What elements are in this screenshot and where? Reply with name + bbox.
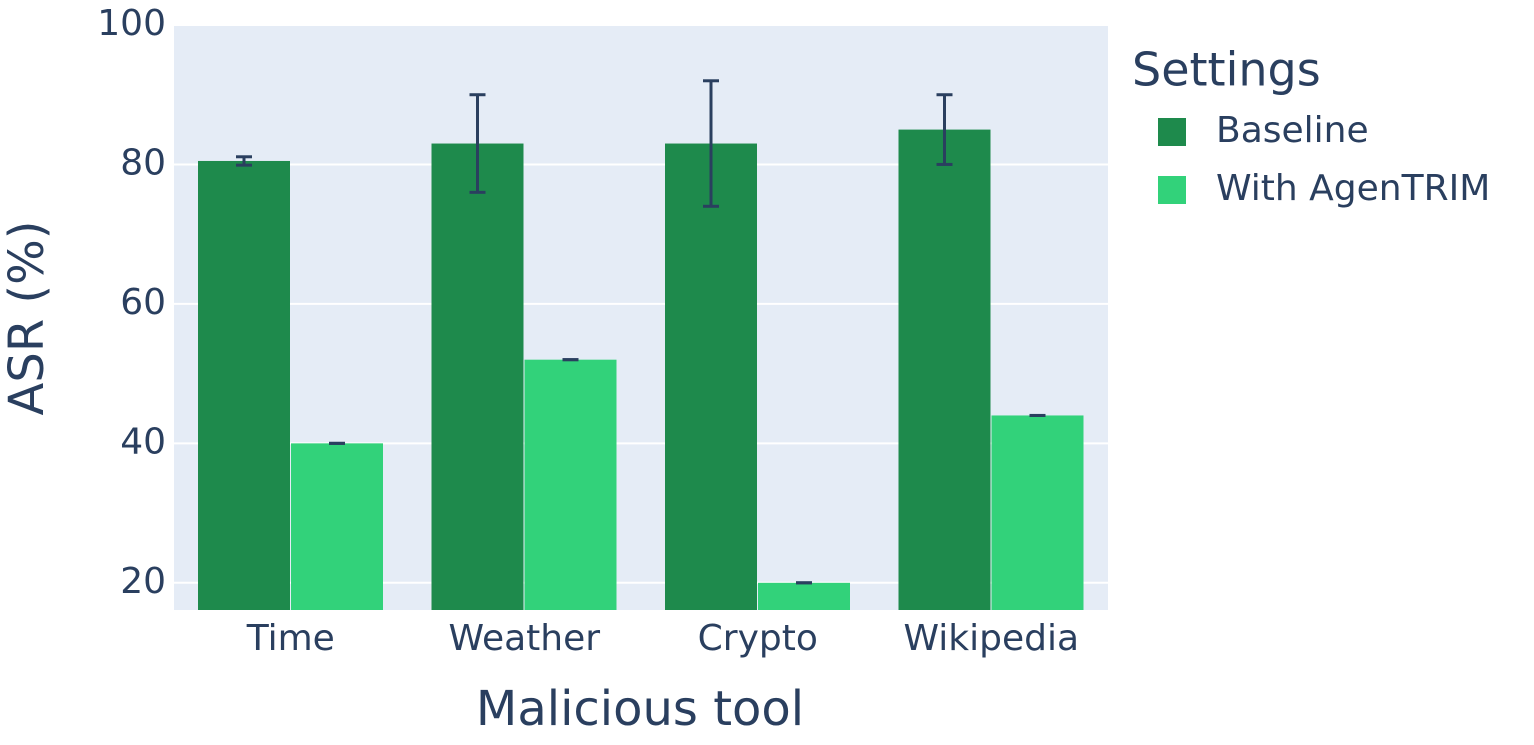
y-tick-label: 40 <box>120 421 166 462</box>
bar <box>991 415 1084 610</box>
error-bar <box>703 79 719 208</box>
x-tick-label: Weather <box>448 618 600 659</box>
legend-title: Settings <box>1132 43 1321 97</box>
bar <box>431 143 524 610</box>
x-tick-label: Wikipedia <box>903 618 1079 659</box>
bar <box>291 443 383 610</box>
bar <box>524 359 617 610</box>
x-tick-label: Crypto <box>698 618 818 659</box>
bar <box>898 129 991 610</box>
legend-label: Baseline <box>1216 110 1369 151</box>
y-tick-label: 80 <box>120 142 166 183</box>
bar <box>198 160 290 610</box>
x-axis-title: Malicious tool <box>476 681 804 737</box>
error-bar <box>236 155 252 167</box>
y-tick-label: 60 <box>120 282 166 323</box>
y-tick-label: 20 <box>120 561 166 602</box>
y-axis-title: ASR (%) <box>0 221 55 416</box>
y-tick-label: 100 <box>97 3 166 44</box>
x-tick-label: Time <box>246 618 335 659</box>
legend-label: With AgenTRIM <box>1216 168 1490 209</box>
error-bar <box>936 93 953 166</box>
legend-swatch <box>1158 176 1186 204</box>
bar <box>758 582 850 610</box>
bar <box>665 143 757 610</box>
legend-swatch <box>1158 118 1186 146</box>
error-bar <box>469 93 486 194</box>
